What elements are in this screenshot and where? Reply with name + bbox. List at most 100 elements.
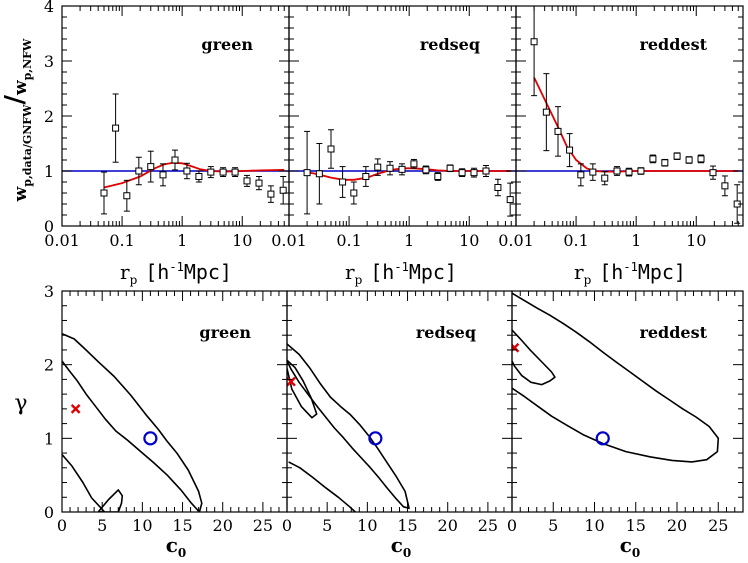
x-tick-label: 20 bbox=[667, 516, 687, 535]
point-marker bbox=[147, 163, 155, 171]
data-point bbox=[327, 129, 335, 169]
data-point bbox=[100, 171, 108, 215]
x-tick-label: 0.1 bbox=[109, 231, 134, 250]
top-y-axis-label: wp,data/GNFW/wp,NFW bbox=[0, 38, 34, 202]
x-tick-label: 0.1 bbox=[563, 231, 588, 250]
data-point bbox=[339, 166, 347, 198]
confidence-contour bbox=[287, 359, 318, 419]
panel-frame bbox=[288, 5, 517, 227]
x-tick-label: 10 bbox=[584, 516, 604, 535]
data-point bbox=[207, 166, 215, 179]
panel-frame bbox=[511, 290, 744, 513]
point-marker bbox=[542, 108, 550, 116]
point-marker bbox=[219, 168, 227, 176]
point-marker bbox=[577, 171, 585, 179]
data-point bbox=[123, 179, 131, 212]
y-tick-label: 1 bbox=[44, 429, 54, 448]
point-marker bbox=[601, 174, 609, 182]
x-tick-label: 0 bbox=[282, 516, 292, 535]
confidence-contour bbox=[62, 332, 203, 512]
x-tick-label: 25 bbox=[253, 516, 273, 535]
data-point bbox=[410, 158, 418, 169]
point-marker bbox=[554, 127, 562, 135]
y-tick-label: 3 bbox=[44, 282, 54, 301]
x-tick-label: 10 bbox=[686, 231, 706, 250]
x-tick-label: 5 bbox=[548, 516, 558, 535]
y-tick-label: 2 bbox=[44, 356, 54, 375]
panel-label: reddest bbox=[639, 35, 707, 54]
point-marker bbox=[410, 160, 418, 168]
best-fit-marker bbox=[512, 342, 520, 353]
point-marker bbox=[494, 184, 502, 191]
point-marker bbox=[255, 179, 263, 187]
point-marker bbox=[398, 165, 406, 173]
y-tick-label: 1 bbox=[44, 162, 54, 181]
y-tick-label: 4 bbox=[44, 0, 54, 16]
x-tick-label: 5 bbox=[322, 516, 332, 535]
point-marker bbox=[637, 167, 645, 175]
data-point bbox=[362, 166, 370, 187]
x-tick-label: 0.01 bbox=[44, 231, 80, 250]
data-point bbox=[231, 167, 239, 177]
confidence-contour bbox=[512, 329, 556, 386]
best-fit-stroke bbox=[70, 404, 81, 414]
panel-frame bbox=[61, 290, 288, 513]
point-marker bbox=[279, 186, 287, 194]
y-tick-label: 0 bbox=[44, 217, 54, 236]
point-marker bbox=[267, 190, 275, 198]
point-marker bbox=[446, 164, 454, 172]
data-point bbox=[482, 165, 490, 177]
data-point bbox=[350, 181, 358, 205]
point-marker bbox=[685, 156, 693, 164]
point-marker bbox=[374, 163, 382, 171]
x-tick-label: 20 bbox=[213, 516, 233, 535]
best-fit-marker bbox=[70, 404, 81, 414]
nfw-marker bbox=[595, 431, 610, 446]
data-point bbox=[195, 170, 203, 183]
x-tick-label: 10 bbox=[459, 231, 479, 250]
data-point bbox=[637, 167, 645, 175]
bottom-x-axis-label-redseq: c0 bbox=[391, 533, 412, 560]
point-marker bbox=[661, 159, 669, 167]
point-marker bbox=[362, 173, 370, 180]
x-tick-label: 25 bbox=[708, 516, 728, 535]
panel-frame bbox=[61, 5, 290, 227]
top-x-axis-label-green: rp [h-1Mpc] bbox=[120, 260, 232, 287]
data-point bbox=[721, 175, 729, 197]
data-point bbox=[685, 156, 693, 164]
point-marker bbox=[649, 155, 657, 163]
panel-label: reddest bbox=[639, 323, 707, 342]
data-point bbox=[446, 164, 454, 173]
data-point bbox=[542, 73, 550, 152]
x-tick-label: 5 bbox=[97, 516, 107, 535]
nfw-marker bbox=[143, 431, 158, 446]
x-tick-label: 15 bbox=[397, 516, 417, 535]
panel-bottom-redseq: 0 5 10 15 20 25 redseq bbox=[282, 290, 513, 535]
x-tick-label: 15 bbox=[626, 516, 646, 535]
data-point bbox=[279, 176, 287, 205]
data-point bbox=[577, 163, 585, 187]
point-marker bbox=[207, 168, 215, 176]
confidence-contour bbox=[288, 461, 356, 512]
point-marker bbox=[339, 178, 347, 186]
data-point bbox=[159, 163, 167, 187]
point-marker bbox=[434, 173, 442, 180]
data-point bbox=[554, 106, 562, 157]
data-point bbox=[625, 167, 633, 177]
data-point bbox=[398, 163, 406, 176]
x-tick-label: 0 bbox=[507, 516, 517, 535]
data-point bbox=[135, 156, 143, 186]
bottom-x-axis-label-reddest: c0 bbox=[620, 533, 641, 560]
y-tick-label: 0 bbox=[44, 503, 54, 522]
model-curve bbox=[306, 167, 512, 181]
panel-label: green bbox=[199, 323, 251, 342]
data-point bbox=[171, 149, 179, 171]
point-marker bbox=[470, 169, 478, 177]
point-marker bbox=[506, 196, 514, 204]
data-point bbox=[530, 6, 538, 97]
data-point bbox=[470, 167, 478, 178]
bottom-y-axis-label: γ bbox=[14, 391, 27, 416]
point-marker bbox=[243, 177, 251, 185]
